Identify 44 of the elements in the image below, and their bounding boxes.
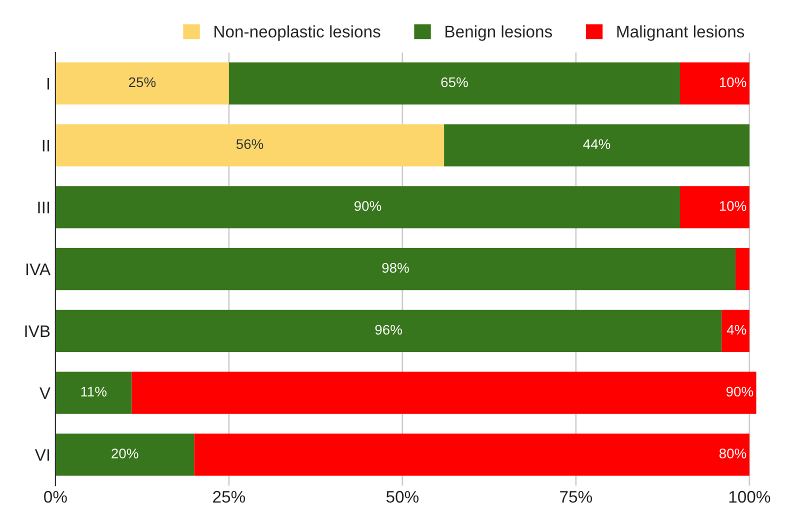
x-tick-label: 50%: [386, 490, 419, 503]
bar: [55, 186, 680, 228]
data-label: 10%: [720, 201, 746, 211]
data-label: 10%: [720, 77, 746, 88]
bar: [55, 434, 194, 476]
bar: [55, 372, 132, 414]
y-tick-label: IVA: [26, 264, 51, 276]
y-tick-label: V: [40, 387, 51, 399]
x-tick-label: 0%: [44, 490, 67, 503]
legend-label: Malignant lesions: [617, 25, 744, 41]
bar: [55, 62, 229, 104]
bar: [55, 248, 736, 290]
bar: [680, 186, 750, 228]
data-label: 96%: [375, 324, 402, 335]
data-label: 44%: [583, 139, 610, 149]
x-tick-label: 25%: [213, 490, 246, 503]
data-label: 4%: [726, 324, 746, 335]
bar: [194, 434, 750, 476]
y-tick-label: I: [47, 78, 50, 90]
bar: [722, 310, 750, 352]
data-label: 11%: [81, 386, 106, 396]
y-tick-label: II: [42, 140, 50, 152]
data-label: 20%: [112, 448, 138, 458]
data-label: 90%: [726, 386, 754, 397]
bar: [55, 310, 722, 352]
x-tick-label: 100%: [729, 490, 770, 503]
bar: [444, 124, 750, 166]
y-tick-label: IVB: [25, 326, 50, 337]
data-label: 90%: [354, 201, 382, 211]
bar: [680, 62, 750, 104]
legend-label: Benign lesions: [446, 25, 552, 41]
bar: [228, 62, 680, 104]
y-tick-label: III: [38, 202, 50, 214]
bar: [132, 372, 756, 414]
data-label: 65%: [441, 77, 468, 88]
data-label: 98%: [382, 262, 409, 273]
data-label: 56%: [236, 139, 264, 150]
bar: [55, 124, 444, 166]
x-tick-label: 75%: [560, 491, 592, 503]
data-label: 25%: [128, 77, 156, 88]
legend-label: Non-neoplastic lesions: [214, 25, 380, 41]
y-tick-label: VI: [34, 449, 50, 461]
bar: [736, 248, 750, 290]
data-label: 80%: [719, 448, 746, 458]
